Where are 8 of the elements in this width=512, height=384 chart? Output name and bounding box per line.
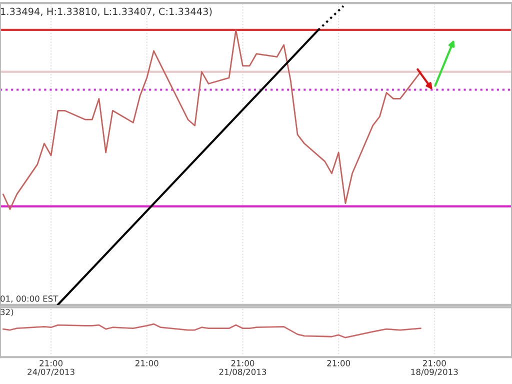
x-tick-label: 21:00 18/09/2013 <box>411 360 458 376</box>
text: 32) <box>0 308 14 316</box>
x-tick-label: 21:00 <box>136 360 158 366</box>
x-tick-label: 21:00 24/07/2013 <box>28 360 74 376</box>
annotation: 01, 00:00 EST <box>0 295 58 303</box>
x-tick-label: 21:00 <box>327 360 350 366</box>
chart-title: 1.33494, H:1.33810, L:1.33407, C:1.33443) <box>1 8 212 16</box>
x-tick-label: 21:00 21/08/2013 <box>219 360 266 376</box>
